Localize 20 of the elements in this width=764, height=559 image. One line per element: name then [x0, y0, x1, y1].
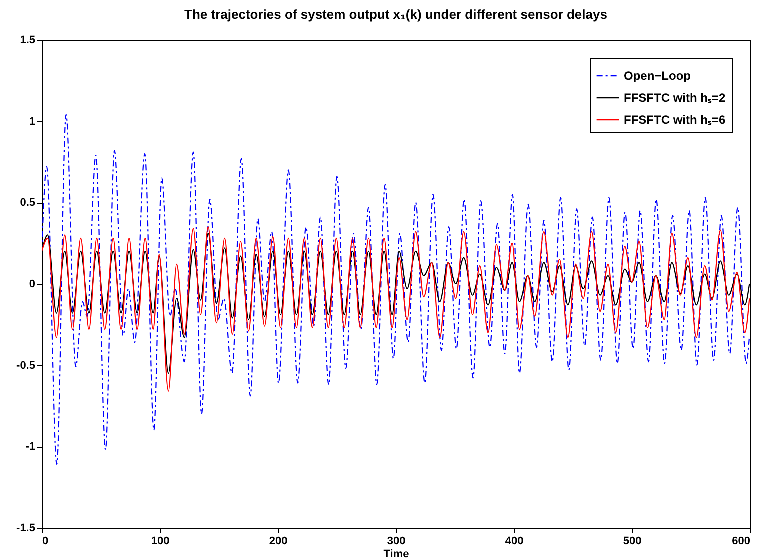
x-tick-label: 500 [623, 536, 642, 548]
x-axis-title: Time [384, 548, 410, 559]
legend-label: Open−Loop [624, 69, 691, 83]
x-tick-label: 100 [151, 536, 170, 548]
y-tick-label: -0.5 [16, 360, 36, 372]
line-series [42, 114, 750, 466]
y-tick-label: -1 [26, 441, 36, 454]
x-tick-label: 0 [42, 536, 49, 548]
x-tick-label: 300 [387, 536, 406, 548]
x-tick-label: 200 [269, 536, 288, 548]
legend-label: FFSFTC with hₛ=2 [624, 91, 726, 105]
y-tick-label: 0 [29, 278, 36, 290]
y-tick-label: 0.5 [20, 197, 36, 210]
x-tick-label: 400 [505, 536, 524, 548]
chart-title: The trajectories of system output x₁(k) under different sensor delays [184, 7, 608, 22]
legend-label: FFSFTC with hₛ=6 [624, 113, 726, 127]
y-tick-label: -1.5 [16, 522, 36, 534]
y-tick-label: 1.5 [20, 34, 36, 46]
y-tick-label: 1 [29, 116, 36, 128]
x-tick-label: 600 [732, 536, 750, 548]
